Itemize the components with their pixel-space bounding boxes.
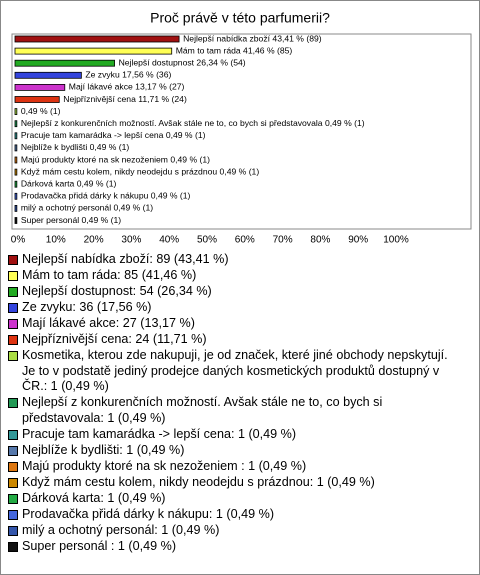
bar-label: Dárková karta 0,49 % (1) [21,178,117,188]
bar-label: Nejpříznivější cena 11,71 % (24) [63,94,187,104]
bar [14,204,18,212]
legend-item: milý a ochotný personál: 1 (0,49 %) [8,523,463,539]
chart-title: Proč právě v této parfumerii? [150,10,330,26]
legend-swatch [8,318,18,329]
legend-item: Nejpříznivější cena: 24 (11,71 %) [8,332,463,348]
legend-swatch [8,541,18,552]
legend-swatch [8,509,18,520]
legend-item: Mám to tam ráda: 85 (41,46 %) [8,268,463,284]
legend-swatch [8,255,18,265]
bar-label: Super personál 0,49 % (1) [21,215,121,225]
bar [14,35,180,43]
legend-label: Pracuje tam kamarádka -> lepší cena: 1 (… [22,426,297,441]
plot-frame [11,33,472,230]
bar [14,96,60,103]
legend-item: Majú produkty ktoré na sk nezoženiem : 1… [8,459,463,475]
legend-swatch [8,477,18,488]
legend-item: Nejlepší dostupnost: 54 (26,34 %) [8,284,463,300]
x-tick-label: 100% [383,235,409,246]
bar [14,84,66,91]
legend-swatch [8,334,18,345]
x-tick-label: 60% [235,235,255,246]
bar-label: Nejblíže k bydlišti 0,49 % (1) [21,142,130,152]
legend-swatch [8,302,18,313]
legend-item: Pracuje tam kamarádka -> lepší cena: 1 (… [8,427,463,443]
legend-item: Kosmetika, kterou zde nakupuji, je od zn… [8,348,463,395]
bar [14,108,18,115]
legend-item: Ze zvyku: 36 (17,56 %) [8,300,463,316]
x-tick-label: 90% [348,235,368,246]
x-tick-label: 10% [46,235,66,246]
legend-label: Nejblíže k bydlišti: 1 (0,49 %) [22,442,185,457]
legend-label: Když mám cestu kolem, nikdy neodejdu s p… [22,474,375,489]
legend-swatch [8,493,18,504]
legend-label: Super personál : 1 (0,49 %) [22,538,177,553]
legend-label: Prodavačka přidá dárky k nákupu: 1 (0,49… [22,506,275,521]
bar [14,192,18,200]
legend: Nejlepší nabídka zboží: 89 (43,41 %) Mám … [8,252,463,555]
legend-label: Dárková karta: 1 (0,49 %) [22,490,166,505]
bar-label: Nejlepší z konkurenčních možností. Avšak… [21,118,365,128]
x-tick-label: 0% [11,235,26,246]
legend-item: Když mám cestu kolem, nikdy neodejdu s p… [8,475,463,491]
x-tick-label: 30% [121,235,141,246]
bar-label: 0,49 % (1) [21,106,61,116]
bar-label: Nejlepší nabídka zboží 43,41 % (89) [183,33,322,43]
legend-label: Ze zvyku: 36 (17,56 %) [22,299,152,314]
bar-label: Ze zvyku 17,56 % (36) [85,70,171,80]
legend-label: Mají lákavé akce: 27 (13,17 %) [22,315,195,330]
legend-item: Nejblíže k bydlišti: 1 (0,49 %) [8,443,463,459]
legend-swatch [8,461,18,472]
bar-label: milý a ochotný personál 0,49 % (1) [21,203,153,213]
bar-label: Mám to tam ráda 41,46 % (85) [176,45,293,55]
legend-label: Kosmetika, kterou zde nakupuji, je od zn… [22,347,448,394]
legend-swatch [8,525,18,536]
bar [14,144,18,152]
legend-swatch [8,270,18,281]
bar-label: Prodavačka přidá dárky k nákupu 0,49 % (… [21,191,191,201]
bar-label: Když mám cestu kolem, nikdy neodejdu s p… [21,166,259,176]
legend-item: Nejlepší z konkurenčních možností. Avšak… [8,395,463,426]
bar [14,120,18,128]
x-tick-label: 40% [159,235,179,246]
legend-item: Dárková karta: 1 (0,49 %) [8,491,463,507]
bar [14,47,173,55]
legend-swatch [8,445,18,456]
legend-label: milý a ochotný personál: 1 (0,49 %) [22,522,220,537]
x-tick-label: 20% [84,235,104,246]
x-tick-label: 70% [273,235,293,246]
legend-label: Nejpříznivější cena: 24 (11,71 %) [22,331,207,346]
bar-label: Pracuje tam kamarádka -> lepší cena 0,49… [21,130,206,140]
legend-item: Prodavačka přidá dárky k nákupu: 1 (0,49… [8,507,463,523]
bar [14,59,115,67]
bar [14,168,18,176]
x-tick-label: 80% [310,235,330,246]
chart: Proč právě v této parfumerii? 0% 10% 20% 30… [11,10,472,246]
legend-item: Mají lákavé akce: 27 (13,17 %) [8,316,463,332]
legend-label: Nejlepší z konkurenčních možností. Avšak… [22,395,383,425]
legend-swatch [8,398,18,409]
bar [14,180,18,188]
bar [14,156,18,164]
legend-item: Super personál : 1 (0,49 %) [8,539,463,555]
legend-label: Nejlepší dostupnost: 54 (26,34 %) [22,283,212,298]
legend-swatch [8,286,18,297]
x-tick-label: 50% [197,235,217,246]
legend-label: Majú produkty ktoré na sk nezoženiem : 1… [22,458,307,473]
legend-swatch [8,429,18,440]
bar-label: Majú produkty ktoré na sk nezoženiem 0,4… [21,154,210,164]
legend-swatch [8,350,18,361]
legend-label: Mám to tam ráda: 85 (41,46 %) [22,267,197,282]
bar [14,132,18,140]
legend-item: Nejlepší nabídka zboží: 89 (43,41 %) [8,252,463,268]
bar [14,217,18,224]
bar-label: Mají lákavé akce 13,17 % (27) [69,82,185,92]
bar [14,71,82,79]
legend-label: Nejlepší nabídka zboží: 89 (43,41 %) [22,252,229,266]
bar-label: Nejlepší dostupnost 26,34 % (54) [119,57,246,67]
